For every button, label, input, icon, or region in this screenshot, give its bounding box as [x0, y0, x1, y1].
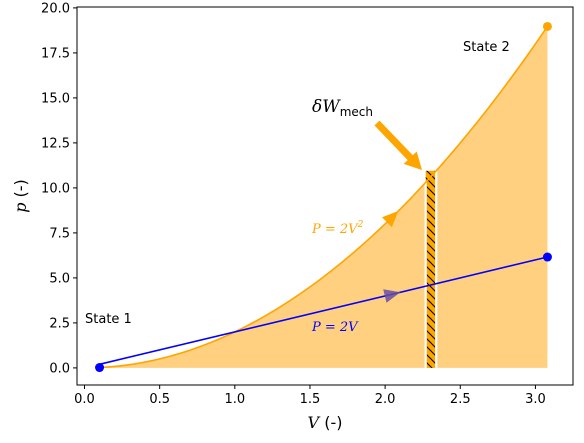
x-tick-label: 0.5 — [149, 392, 170, 407]
state2-label: State 2 — [463, 40, 510, 55]
x-tick-label: 0.0 — [74, 392, 95, 407]
y-tick-label: 10.0 — [41, 181, 70, 196]
purple-direction-arrow-icon — [383, 289, 401, 303]
x-tick-label: 2.0 — [375, 392, 396, 407]
delta-w-sub: mech — [340, 105, 373, 119]
y-tick-label: 15.0 — [41, 91, 70, 106]
delta-work-strip — [425, 170, 437, 368]
y-tick-label: 20.0 — [41, 1, 70, 16]
point-end-linear — [542, 252, 552, 262]
y-tick-label: 0.0 — [49, 361, 70, 376]
y-tick-label: 17.5 — [41, 46, 70, 61]
y-tick-label: 2.5 — [49, 316, 70, 331]
series-line-p-2v — [99, 256, 548, 366]
series-line-p-2v2 — [99, 25, 549, 369]
label-p-2v: P = 2V — [311, 320, 359, 335]
point-state2 — [542, 21, 552, 31]
orange-direction-arrow-icon — [382, 211, 399, 228]
label-p-2v2-main: P = 2V — [311, 222, 359, 237]
delta-w-main: δW — [312, 97, 341, 117]
x-axis-label: V (-) — [308, 413, 343, 432]
x-axis-ticks: 0.0 0.5 1.0 1.5 2.0 2.5 3.0 — [74, 385, 546, 407]
delta-work-pointer-arrow-icon — [374, 120, 422, 170]
x-tick-label: 2.5 — [450, 392, 471, 407]
work-area-fill — [99, 26, 548, 368]
y-tick-label: 5.0 — [49, 271, 70, 286]
x-tick-label: 1.5 — [300, 392, 321, 407]
y-axis-label: p (-) — [11, 179, 30, 213]
y-axis-ticks: 0.0 2.5 5.0 7.5 10.0 12.5 15.0 17.5 20.0 — [41, 1, 77, 376]
delta-w-mech-label: δWmech — [312, 97, 373, 119]
label-p-2v2: P = 2V2 — [311, 220, 364, 237]
state1-label: State 1 — [85, 312, 132, 327]
y-tick-label: 7.5 — [49, 226, 70, 241]
plot-frame — [76, 6, 574, 386]
y-tick-label: 12.5 — [41, 136, 70, 151]
point-state1 — [95, 363, 105, 373]
label-p-2v2-exp: 2 — [357, 220, 364, 230]
x-tick-label: 1.0 — [224, 392, 245, 407]
x-tick-label: 3.0 — [525, 392, 546, 407]
